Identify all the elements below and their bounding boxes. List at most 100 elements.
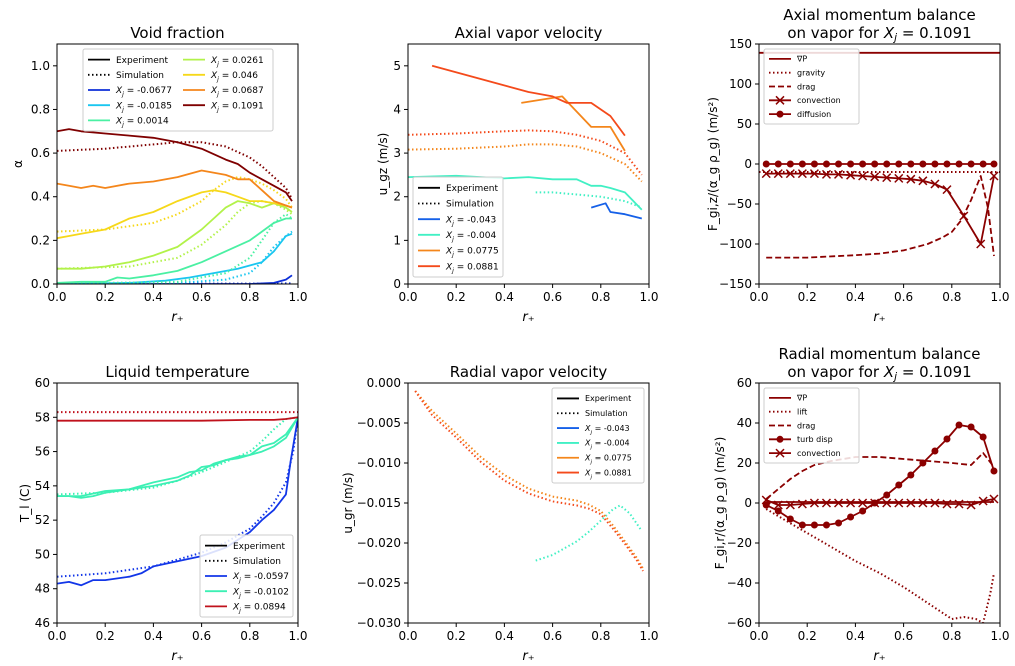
data-point: [895, 481, 903, 489]
data-point: [847, 160, 855, 168]
x-tick-label: 0.4: [846, 629, 865, 643]
data-point: [895, 160, 903, 168]
legend-marker: [776, 110, 784, 118]
y-tick-label: −40: [727, 576, 752, 590]
series-line-3: [765, 452, 995, 500]
y-tick-label: −0.025: [357, 576, 401, 590]
series-line-3: [57, 232, 293, 284]
legend-label: Simulation: [446, 200, 494, 210]
data-point: [989, 171, 999, 181]
axes-frame: [56, 382, 299, 624]
x-tick-label: 0.6: [543, 629, 562, 643]
series-line-5: [57, 217, 292, 284]
series-line-6: [431, 64, 626, 137]
legend-label: Experiment: [233, 542, 285, 552]
chart-title: on vapor for Xj = 0.1091: [787, 363, 971, 383]
data-point: [786, 515, 794, 523]
data-point: [809, 498, 819, 508]
series-line-12: [57, 128, 293, 202]
chart-panel-4: 0.0 0.2 0.4 0.6 0.8 1.0 46 48 50 52 54 56 58 60 r₊ T_l …: [18, 363, 308, 664]
legend-label: Xj = 0.0881: [445, 262, 499, 274]
plot-area: [414, 390, 644, 572]
data-point: [943, 435, 951, 443]
legend: Experiment Simulation Xj = -0.043 Xj = -0.0…: [551, 387, 645, 484]
x-axis-label: r₊: [522, 310, 534, 325]
series-line-1: [57, 417, 298, 587]
data-point: [859, 507, 867, 515]
y-tick-label: 46: [35, 616, 50, 630]
legend-label: Xj = -0.0597: [232, 572, 289, 584]
data-point: [894, 173, 904, 183]
x-tick-label: 0.6: [894, 290, 913, 304]
series-line-3: [766, 175, 995, 259]
y-axis-label: α: [11, 160, 25, 168]
y-axis-label: F_gi,z/(α_g ρ_g) (m/s²): [706, 97, 720, 231]
y-tick-label: 20: [737, 456, 752, 470]
y-tick-label: 50: [35, 547, 50, 561]
y-tick-label: −150: [719, 277, 752, 291]
y-tick-label: 3: [393, 146, 401, 160]
x-tick-label: 0.0: [749, 290, 768, 304]
data-point: [918, 498, 928, 508]
x-tick-label: 0.6: [192, 629, 211, 643]
legend-label: Xj = 0.0775: [584, 454, 632, 466]
chart-title: Axial vapor velocity: [455, 24, 603, 42]
legend-label: Xj = 0.0261: [210, 56, 264, 68]
series-line-4: [766, 172, 995, 245]
legend-label: Xj = 0.0894: [232, 603, 286, 615]
x-tick-label: 0.8: [591, 629, 610, 643]
x-tick-label: 0.2: [798, 290, 817, 304]
y-tick-label: −20: [727, 536, 752, 550]
series-line-7: [57, 200, 293, 270]
data-point: [833, 498, 844, 508]
y-tick-label: 100: [729, 77, 752, 91]
plot-area: [761, 421, 999, 623]
data-point: [761, 495, 771, 505]
data-point: [762, 501, 770, 509]
plot-area: [57, 128, 293, 284]
y-tick-label: −60: [727, 616, 752, 630]
data-point: [798, 521, 806, 529]
legend-label: gravity: [797, 69, 825, 78]
x-tick-label: 0.0: [398, 290, 417, 304]
data-point: [798, 160, 806, 168]
data-point: [821, 169, 832, 179]
data-point: [858, 171, 868, 181]
data-point: [797, 499, 807, 509]
data-point: [967, 160, 975, 168]
data-point: [906, 174, 916, 184]
data-point: [846, 170, 856, 180]
data-point: [978, 496, 988, 506]
y-tick-label: 2: [393, 190, 401, 204]
data-point: [882, 498, 892, 508]
data-point: [906, 498, 916, 508]
y-tick-label: −0.030: [357, 616, 401, 630]
chart-panel-2: 0.0 0.2 0.4 0.6 0.8 1.0 0 1 2 3 4 5 r₊ u_gz (m/s) Axia…: [376, 24, 659, 325]
legend-frame: [199, 534, 294, 618]
legend: Experiment Simulation Xj = -0.0597 Xj = -0.…: [199, 534, 294, 618]
y-axis-label: T_l (C): [18, 484, 32, 523]
x-tick-label: 0.4: [495, 629, 514, 643]
data-point: [989, 494, 999, 504]
data-point: [990, 467, 998, 475]
series-line-2: [765, 508, 995, 623]
x-tick-label: 1.0: [639, 629, 658, 643]
series-line-3: [414, 390, 644, 572]
y-tick-label: 52: [35, 513, 50, 527]
series-line-5: [765, 498, 995, 506]
data-point: [967, 423, 975, 431]
legend-marker: [776, 435, 784, 443]
series-line-8: [57, 200, 293, 270]
y-axis-label: u_gz (m/s): [376, 133, 390, 196]
series-line-1: [535, 504, 643, 562]
legend-label: Xj = 0.0881: [584, 468, 632, 480]
axes-frame: [56, 43, 299, 285]
x-tick-label: 0.6: [894, 629, 913, 643]
data-point: [774, 507, 782, 515]
data-point: [870, 498, 880, 508]
y-tick-label: 0.4: [31, 190, 50, 204]
chart-title: Liquid temperature: [105, 363, 249, 381]
data-point: [990, 160, 998, 168]
y-tick-label: 0.6: [31, 146, 50, 160]
x-tick-label: 0.4: [144, 290, 163, 304]
